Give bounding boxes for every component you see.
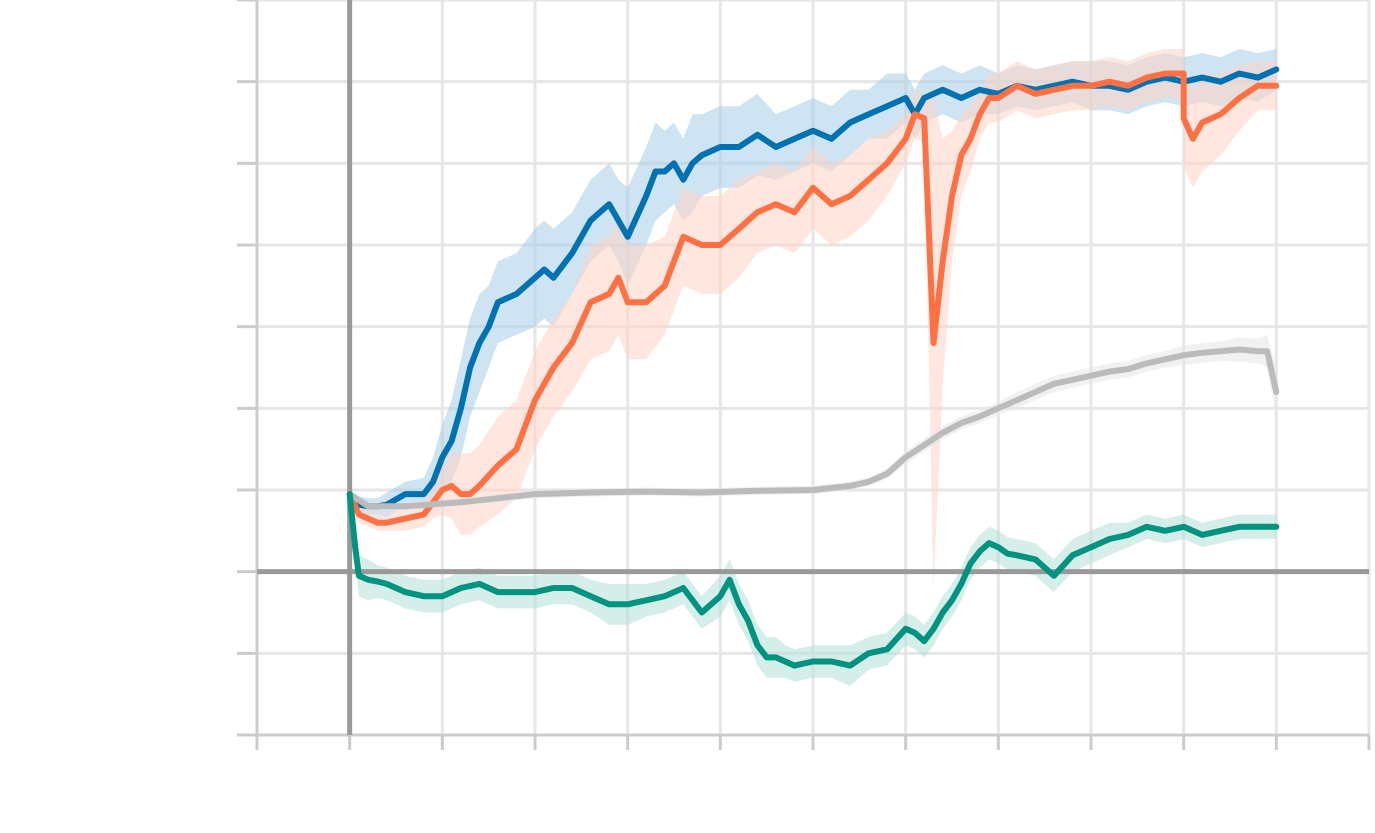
series-line [346, 346, 1280, 510]
series-lines [346, 66, 1280, 669]
series-line [346, 491, 1280, 669]
series-line [346, 70, 1280, 526]
series-band [349, 49, 1277, 588]
axes [237, 0, 1371, 750]
series-band [349, 490, 1277, 686]
